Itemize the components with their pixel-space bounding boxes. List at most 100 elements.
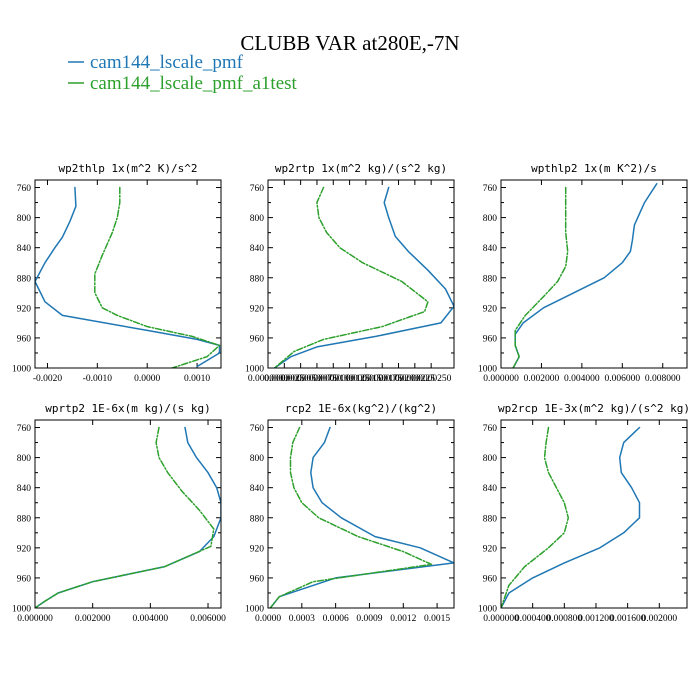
panel-2-xtick-label: 0.0000050: [280, 374, 321, 384]
panel-5-xtick-label: 0.0015: [424, 614, 450, 624]
panel-3-xtick-label: 0.000000: [483, 374, 519, 384]
panel-6-title: wp2rcp 1E-3x(m^2 kg)/(s^2 kg): [498, 402, 690, 415]
legend: cam144_lscale_pmf cam144_lscale_pmf_a1te…: [68, 52, 298, 94]
panel-3: wpthlp2 1x(m K^2)/s 760 800 840 880 920 960 100…: [478, 162, 688, 384]
legend-label-2: cam144_lscale_pmf_a1test: [90, 73, 298, 94]
panel-6-xtick-label: 0.000400: [515, 614, 551, 624]
panel-2-xtick-label: 0.0000100: [313, 374, 354, 384]
panel-6-ytick-label: 840: [483, 484, 498, 494]
panel-2-xtick-label: 0.0000200: [378, 374, 419, 384]
panel-6-series-2: [501, 426, 570, 608]
panel-2-series-1: [273, 186, 454, 368]
panel-5-xtick-label: 0.0012: [390, 614, 416, 624]
panel-4-ytick-label: 840: [17, 484, 32, 494]
panel-2-ytick-label: 840: [250, 244, 265, 254]
panel-6-series-1: [501, 426, 641, 608]
panel-1-frame: [34, 179, 222, 369]
panel-2-ytick-label: 800: [250, 214, 265, 224]
panel-2-ytick-label: 1000: [245, 365, 264, 375]
panel-3-xtick-label: 0.002000: [524, 374, 560, 384]
panel-4-frame: [34, 419, 222, 609]
panel-2-xtick-label: 0.0000000: [248, 374, 289, 384]
panel-3-frame: [500, 179, 688, 369]
panel-4: wprtp2 1E-6x(m kg)/(s kg) 760 800 840 880 920…: [12, 402, 226, 624]
panels: wp2thlp 1x(m^2 K)/s^2 760 800 840 880 920 960 1…: [12, 162, 690, 624]
panel-6-ytick-label: 1000: [478, 605, 497, 615]
panel-6-ytick-label: 800: [483, 454, 498, 464]
panel-1-xtick-label: -0.0020: [33, 374, 63, 384]
panel-1-title: wp2thlp 1x(m^2 K)/s^2: [58, 162, 197, 175]
panel-2-xtick-label: 0.0000025: [264, 374, 305, 384]
panel-4-ytick-label: 920: [17, 544, 32, 554]
panel-5-title: rcp2 1E-6x(kg^2)/(kg^2): [285, 402, 437, 415]
panel-5-xtick-label: 0.0009: [356, 614, 382, 624]
panel-3-xtick-label: 0.008000: [645, 374, 681, 384]
panel-2: wp2rtp 1x(m^2 kg)/(s^2 kg) 760 800 840 880 92…: [245, 162, 455, 384]
panel-1-ytick-label: 960: [17, 334, 32, 344]
panel-5-frame: [267, 419, 455, 609]
panel-1-ytick-label: 840: [17, 244, 32, 254]
panel-3-ytick-label: 1000: [478, 365, 497, 375]
panel-4-ytick-label: 760: [17, 424, 32, 434]
panel-1-ytick-label: 920: [17, 304, 32, 314]
panel-4-xtick-label: 0.002000: [75, 614, 111, 624]
panel-6-ytick-label: 880: [483, 514, 498, 524]
panel-3-xtick-label: 0.006000: [604, 374, 640, 384]
panel-5-series-2: [269, 426, 433, 608]
panel-6-xtick-label: 0.001600: [610, 614, 646, 624]
panel-3-ytick-label: 880: [483, 274, 498, 284]
panel-6-ytick-label: 960: [483, 574, 498, 584]
panel-2-xtick-label: 0.0000175: [362, 374, 403, 384]
panel-6: wp2rcp 1E-3x(m^2 kg)/(s^2 kg)760 800 840 88…: [478, 402, 690, 624]
panel-2-xtick-label: 0.0000075: [297, 374, 338, 384]
panel-5-ytick-label: 840: [250, 484, 265, 494]
panel-1-ytick-label: 800: [17, 214, 32, 224]
panel-6-frame: [500, 419, 688, 609]
panel-4-ytick-label: 1000: [12, 605, 31, 615]
panel-5-xtick-label: 0.0006: [323, 614, 349, 624]
panel-1-ytick-label: 880: [17, 274, 32, 284]
panel-1-xtick-label: 0.0010: [184, 374, 210, 384]
panel-5-ytick-label: 760: [250, 424, 265, 434]
panel-3-title: wpthlp2 1x(m K^2)/s: [531, 162, 657, 175]
panel-2-ytick-label: 960: [250, 334, 265, 344]
panel-4-ytick-label: 880: [17, 514, 32, 524]
figure-title: CLUBB VAR at280E,-7N: [240, 31, 459, 55]
panel-6-xtick-label: 0.001200: [578, 614, 614, 624]
panel-4-ytick-label: 800: [17, 454, 32, 464]
panel-4-series-1: [35, 426, 221, 608]
panel-3-xtick-label: 0.004000: [564, 374, 600, 384]
panel-5-ytick-label: 880: [250, 514, 265, 524]
panel-1-ytick-label: 760: [17, 184, 32, 194]
panel-2-xtick-label: 0.0000150: [346, 374, 387, 384]
panel-4-ytick-label: 960: [17, 574, 32, 584]
panel-5-ytick-label: 960: [250, 574, 265, 584]
panel-4-xtick-label: 0.006000: [190, 614, 226, 624]
panel-2-xtick-label: 0.0000225: [395, 374, 436, 384]
panel-3-ytick-label: 840: [483, 244, 498, 254]
panel-4-series-2: [35, 426, 215, 608]
panel-2-ytick-label: 920: [250, 304, 265, 314]
panel-3-ytick-label: 960: [483, 334, 498, 344]
panel-1-ytick-label: 1000: [12, 365, 31, 375]
panel-6-xtick-label: 0.000800: [547, 614, 583, 624]
panel-5-ytick-label: 800: [250, 454, 265, 464]
panel-2-title: wp2rtp 1x(m^2 kg)/(s^2 kg): [275, 162, 447, 175]
panel-2-ytick-label: 880: [250, 274, 265, 284]
panel-1-xtick-label: 0.0000: [134, 374, 160, 384]
panel-6-xtick-label: 0.002000: [641, 614, 677, 624]
panel-2-xtick-label: 0.0000250: [411, 374, 452, 384]
panel-4-title: wprtp2 1E-6x(m kg)/(s kg): [45, 402, 211, 415]
panel-1-series-1: [35, 186, 221, 368]
panel-6-xtick-label: 0.000000: [483, 614, 519, 624]
panel-3-series-2: [512, 186, 569, 368]
panel-5-series-1: [269, 426, 454, 608]
panel-3-series-1: [512, 183, 658, 368]
panel-4-xtick-label: 0.004000: [133, 614, 169, 624]
panel-5: rcp2 1E-6x(kg^2)/(kg^2) 760 800 840 880 920 96…: [245, 402, 455, 624]
panel-3-ytick-label: 760: [483, 184, 498, 194]
panel-3-ytick-label: 920: [483, 304, 498, 314]
panel-4-xtick-label: 0.000000: [17, 614, 53, 624]
panel-2-series-2: [273, 186, 429, 368]
